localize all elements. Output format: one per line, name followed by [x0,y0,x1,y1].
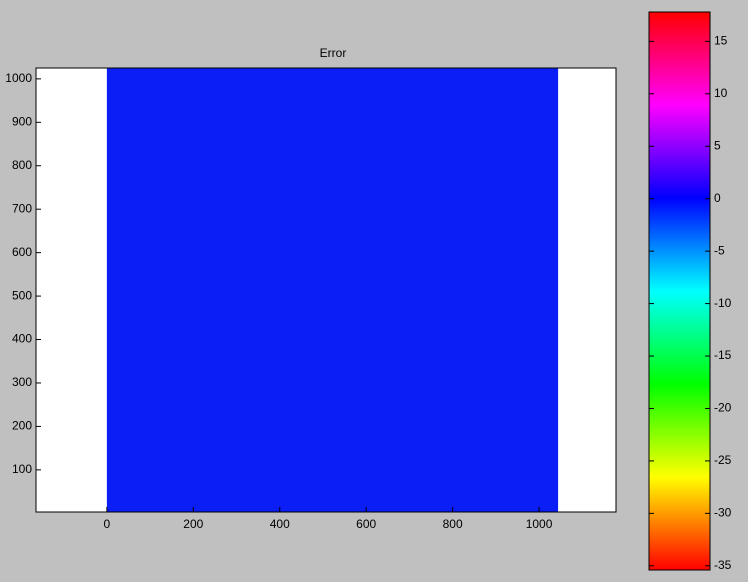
colorbar-tick-label: -25 [714,453,732,467]
y-tick-label: 700 [12,201,32,215]
y-tick-label: 500 [12,288,32,302]
colorbar-tick-label: 5 [714,138,721,152]
x-tick-label: 0 [104,517,111,531]
y-tick-label: 600 [12,245,32,259]
colorbar-tick-label: 10 [714,86,728,100]
colorbar-tick-label: -5 [714,243,725,257]
y-tick-label: 1000 [5,71,32,85]
axes-frame [35,67,617,513]
colorbar-tick-label: -20 [714,401,732,415]
y-tick-label: 800 [12,158,32,172]
y-tick-label: 900 [12,114,32,128]
x-tick-label: 800 [443,517,463,531]
colorbar-tick-label: -10 [714,296,732,310]
colorbar-tick-label: 0 [714,191,721,205]
colorbar-tick-label: -15 [714,348,732,362]
chart-title: Error [320,46,347,60]
colorbar [648,11,711,571]
image [106,68,559,512]
colorbar-tick-label: -30 [714,506,732,520]
x-tick-label: 1000 [526,517,553,531]
y-tick-label: 300 [12,375,32,389]
colorbar-tick-label: -35 [714,558,732,572]
x-tick-label: 400 [270,517,290,531]
colorbar-tick-label: 15 [714,34,728,48]
x-tick-label: 200 [183,517,203,531]
x-tick-label: 600 [356,517,376,531]
y-tick-label: 400 [12,332,32,346]
y-tick-label: 200 [12,419,32,433]
y-tick-label: 100 [12,462,32,476]
